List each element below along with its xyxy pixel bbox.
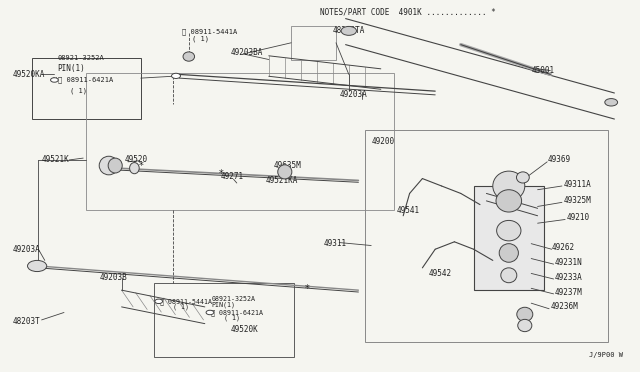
- Text: 49203A: 49203A: [13, 245, 40, 254]
- Circle shape: [605, 99, 618, 106]
- Text: 08921-3252A: 08921-3252A: [58, 55, 104, 61]
- Text: ( 1): ( 1): [70, 88, 88, 94]
- Text: 08921-3252A: 08921-3252A: [211, 296, 255, 302]
- Text: J/9P00 W: J/9P00 W: [589, 352, 623, 358]
- Text: 48203T: 48203T: [13, 317, 40, 326]
- Circle shape: [206, 310, 214, 315]
- Text: 49542: 49542: [429, 269, 452, 278]
- Text: 49521K: 49521K: [42, 155, 69, 164]
- Text: N: N: [208, 310, 212, 315]
- Text: ⓝ 08911-5441A: ⓝ 08911-5441A: [160, 298, 212, 305]
- Text: ⓝ 08911-6421A: ⓝ 08911-6421A: [211, 309, 263, 316]
- Bar: [86, 73, 394, 210]
- Text: 49203B: 49203B: [99, 273, 127, 282]
- Text: ( 1): ( 1): [224, 315, 240, 321]
- Bar: [32, 58, 141, 119]
- Text: 45001: 45001: [531, 66, 554, 75]
- Bar: [365, 130, 608, 342]
- Text: 49236M: 49236M: [550, 302, 578, 311]
- Text: 49541: 49541: [397, 206, 420, 215]
- Ellipse shape: [499, 244, 518, 262]
- Text: 48203TA: 48203TA: [333, 26, 365, 35]
- Ellipse shape: [496, 190, 522, 212]
- Text: 49520KA: 49520KA: [13, 70, 45, 79]
- Circle shape: [28, 260, 47, 272]
- Ellipse shape: [99, 156, 118, 175]
- Text: 49635M: 49635M: [274, 161, 301, 170]
- Ellipse shape: [501, 268, 517, 283]
- Text: 49231N: 49231N: [555, 258, 582, 267]
- Ellipse shape: [518, 319, 532, 332]
- Text: N: N: [157, 299, 161, 304]
- Ellipse shape: [108, 158, 122, 173]
- Bar: [154, 283, 294, 357]
- Text: N: N: [52, 77, 56, 83]
- Text: *: *: [305, 284, 310, 294]
- Ellipse shape: [183, 52, 195, 61]
- Text: 49200: 49200: [371, 137, 394, 146]
- Text: ( 1): ( 1): [192, 36, 209, 42]
- Text: 49311A: 49311A: [563, 180, 591, 189]
- Text: 49233A: 49233A: [555, 273, 582, 282]
- Text: NOTES/PART CODE  4901K ............. *: NOTES/PART CODE 4901K ............. *: [320, 8, 496, 17]
- Text: ⓝ 08911-5441A: ⓝ 08911-5441A: [182, 28, 237, 35]
- Text: *: *: [218, 169, 223, 179]
- Text: 49520: 49520: [125, 155, 148, 164]
- Text: 49210: 49210: [566, 213, 589, 222]
- Text: 49521KA: 49521KA: [266, 176, 298, 185]
- Text: 49262: 49262: [552, 243, 575, 252]
- Ellipse shape: [129, 163, 140, 174]
- Text: 49271: 49271: [221, 172, 244, 181]
- Circle shape: [155, 299, 163, 304]
- Text: 49520K: 49520K: [230, 325, 258, 334]
- Circle shape: [172, 73, 180, 78]
- Text: 49369: 49369: [547, 155, 570, 164]
- Ellipse shape: [497, 220, 521, 241]
- Ellipse shape: [493, 171, 525, 201]
- Text: 49203A: 49203A: [339, 90, 367, 99]
- Bar: [291, 26, 336, 60]
- Ellipse shape: [516, 172, 529, 183]
- Circle shape: [51, 78, 58, 82]
- Text: 49311: 49311: [323, 239, 346, 248]
- Circle shape: [341, 26, 356, 35]
- Bar: [474, 186, 544, 290]
- Text: 49237M: 49237M: [555, 288, 582, 296]
- Text: 49325M: 49325M: [563, 196, 591, 205]
- Text: ( 1): ( 1): [173, 304, 189, 310]
- Text: PIN(1): PIN(1): [58, 64, 85, 73]
- Text: PIN(1): PIN(1): [211, 302, 236, 308]
- Text: 49203BA: 49203BA: [230, 48, 263, 57]
- Ellipse shape: [517, 307, 532, 321]
- Text: ⓝ 08911-6421A: ⓝ 08911-6421A: [58, 77, 113, 83]
- Text: *: *: [138, 161, 143, 171]
- Ellipse shape: [278, 165, 292, 179]
